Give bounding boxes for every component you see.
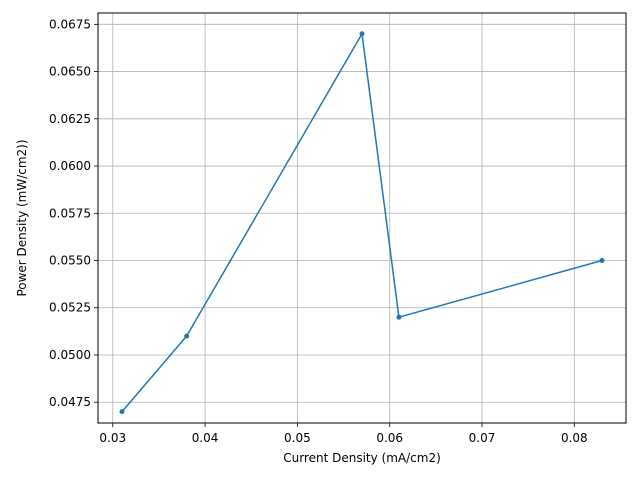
data-point bbox=[359, 31, 365, 37]
y-tick-label: 0.0500 bbox=[49, 348, 91, 362]
x-tick-label: 0.03 bbox=[99, 431, 126, 445]
series-layer bbox=[119, 31, 605, 415]
data-point bbox=[119, 409, 125, 415]
y-tick-label: 0.0575 bbox=[49, 206, 91, 220]
x-axis-label: Current Density (mA/cm2) bbox=[283, 451, 441, 465]
grid-lines bbox=[98, 13, 626, 423]
data-point bbox=[184, 333, 190, 339]
y-tick-label: 0.0650 bbox=[49, 65, 91, 79]
x-tick-label: 0.05 bbox=[284, 431, 311, 445]
x-tick-label: 0.04 bbox=[192, 431, 219, 445]
y-tick-label: 0.0525 bbox=[49, 301, 91, 315]
x-tick-label: 0.07 bbox=[469, 431, 496, 445]
y-tick-label: 0.0550 bbox=[49, 254, 91, 268]
y-tick-label: 0.0475 bbox=[49, 395, 91, 409]
data-point bbox=[396, 314, 402, 320]
y-axis-ticks: 0.0475 0.0500 0.0525 0.0550 0.0575 0.0600 0.06… bbox=[49, 17, 98, 409]
x-axis-ticks: 0.03 0.04 0.05 0.06 0.07 0.08 bbox=[99, 423, 588, 445]
y-tick-label: 0.0600 bbox=[49, 159, 91, 173]
data-point bbox=[599, 258, 605, 264]
x-tick-label: 0.08 bbox=[561, 431, 588, 445]
x-tick-label: 0.06 bbox=[376, 431, 403, 445]
y-tick-label: 0.0675 bbox=[49, 17, 91, 31]
y-axis-label: Power Density (mW/cm2)) bbox=[15, 139, 29, 296]
plot-area-frame bbox=[97, 12, 627, 424]
y-tick-label: 0.0625 bbox=[49, 112, 91, 126]
